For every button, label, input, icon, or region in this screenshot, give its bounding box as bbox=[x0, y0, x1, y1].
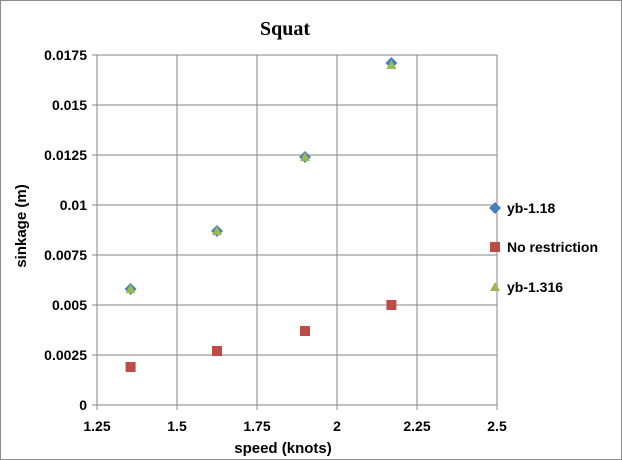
y-tick-label: 0.0125 bbox=[44, 147, 87, 163]
x-tick-label: 1.25 bbox=[83, 418, 110, 434]
data-point-series-3 bbox=[212, 226, 222, 235]
data-point-series-2 bbox=[212, 346, 222, 356]
legend-label-series-2: No restriction bbox=[507, 239, 598, 255]
y-tick-label: 0.005 bbox=[52, 297, 87, 313]
legend-label-series-1: yb-1.18 bbox=[507, 200, 555, 216]
y-tick-label: 0.0175 bbox=[44, 47, 87, 63]
legend-label-series-3: yb-1.316 bbox=[507, 279, 563, 295]
data-point-series-3 bbox=[125, 284, 136, 293]
data-point-series-3 bbox=[300, 152, 310, 161]
x-tick-label: 1.75 bbox=[243, 418, 270, 434]
x-tick-label: 2 bbox=[333, 418, 341, 434]
data-point-series-2 bbox=[125, 362, 136, 372]
x-tick-label: 2.25 bbox=[403, 418, 430, 434]
tick-labels: 0 0.0025 0.005 0.0075 0.01 0.0125 0.015 0.0175 1… bbox=[44, 47, 507, 434]
y-tick-label: 0.015 bbox=[52, 97, 87, 113]
legend-marker-series-2 bbox=[490, 242, 500, 252]
x-tick-label: 2.5 bbox=[487, 418, 507, 434]
legend-marker-series-1 bbox=[489, 202, 501, 214]
y-tick-label: 0.0025 bbox=[44, 347, 87, 363]
legend-marker-series-3 bbox=[490, 282, 500, 291]
legend: yb-1.18 No restriction yb-1.316 bbox=[489, 200, 598, 295]
y-tick-label: 0.0075 bbox=[44, 247, 87, 263]
gridlines bbox=[96, 54, 498, 406]
chart-title: Squat bbox=[260, 18, 310, 40]
x-tick-label: 1.5 bbox=[167, 418, 187, 434]
y-tick-label: 0.01 bbox=[60, 197, 87, 213]
y-tick-label: 0 bbox=[79, 397, 87, 413]
x-axis-label: speed (knots) bbox=[234, 440, 332, 457]
axes bbox=[92, 54, 498, 410]
data-point-series-2 bbox=[386, 300, 397, 310]
y-axis-label: sinkage (m) bbox=[13, 184, 30, 267]
data-point-series-2 bbox=[300, 326, 310, 336]
data-points bbox=[124, 57, 398, 372]
data-point-series-3 bbox=[386, 60, 397, 69]
